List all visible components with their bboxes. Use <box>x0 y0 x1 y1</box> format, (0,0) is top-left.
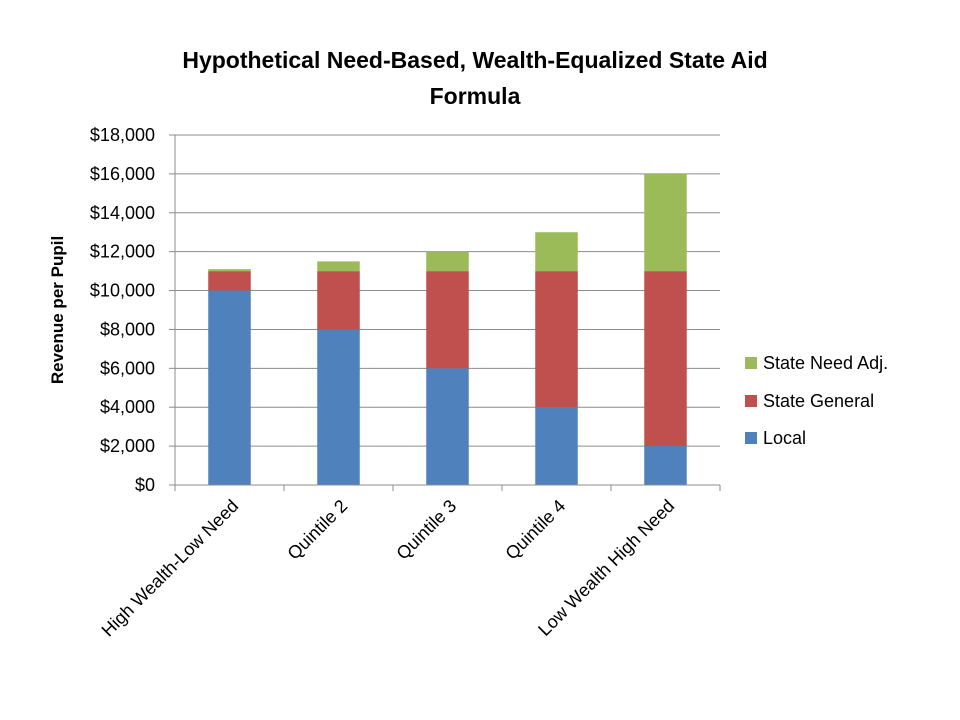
y-tick-label: $4,000 <box>100 397 155 417</box>
y-tick-label: $18,000 <box>90 125 155 145</box>
legend-label: Local <box>763 428 806 448</box>
chart-title-line-1: Hypothetical Need-Based, Wealth-Equalize… <box>182 47 767 73</box>
y-tick-label: $6,000 <box>100 358 155 378</box>
y-tick-label: $8,000 <box>100 319 155 339</box>
x-tick-label: Quintile 2 <box>283 496 351 564</box>
y-tick-label: $14,000 <box>90 203 155 223</box>
x-tick-label: Quintile 4 <box>501 496 569 564</box>
bars <box>208 173 687 485</box>
y-tick-labels: $0 $2,000 $4,000 $6,000 $8,000 $10,000 $12,000… <box>90 125 155 495</box>
axes <box>169 134 721 491</box>
y-tick-label: $12,000 <box>90 242 155 262</box>
bar-local <box>426 368 469 485</box>
legend-label: State General <box>763 391 874 411</box>
bar-state-need-adj <box>426 251 469 272</box>
x-tick-label: Quintile 3 <box>392 496 460 564</box>
y-tick-label: $2,000 <box>100 436 155 456</box>
chart-title-line-2: Formula <box>430 83 521 109</box>
y-tick-label: $10,000 <box>90 281 155 301</box>
bar-local <box>535 407 578 485</box>
bar-local <box>317 329 360 485</box>
bar-state-general <box>426 271 469 369</box>
x-tick-labels: High Wealth-Low Need Quintile 2 Quintile 3… <box>98 496 679 641</box>
bar-state-general <box>208 271 251 291</box>
y-tick-label: $16,000 <box>90 164 155 184</box>
bar-state-general <box>644 271 687 447</box>
bar-local <box>208 290 251 485</box>
bar-state-need-adj <box>644 173 687 272</box>
bar-local <box>644 446 687 485</box>
bar-state-general <box>535 271 578 408</box>
bar-state-need-adj <box>535 232 578 272</box>
legend-swatch <box>745 357 757 369</box>
y-axis-label: Revenue per Pupil <box>48 236 67 384</box>
y-tick-label: $0 <box>135 475 155 495</box>
legend-label: State Need Adj. <box>763 353 888 373</box>
x-tick-label: High Wealth-Low Need <box>98 496 243 641</box>
bar-state-general <box>317 271 360 330</box>
legend: State Need Adj. State General Local <box>745 353 888 448</box>
legend-swatch <box>745 432 757 444</box>
bar-state-need-adj <box>317 261 360 272</box>
bar-state-need-adj <box>208 269 251 272</box>
legend-swatch <box>745 395 757 407</box>
